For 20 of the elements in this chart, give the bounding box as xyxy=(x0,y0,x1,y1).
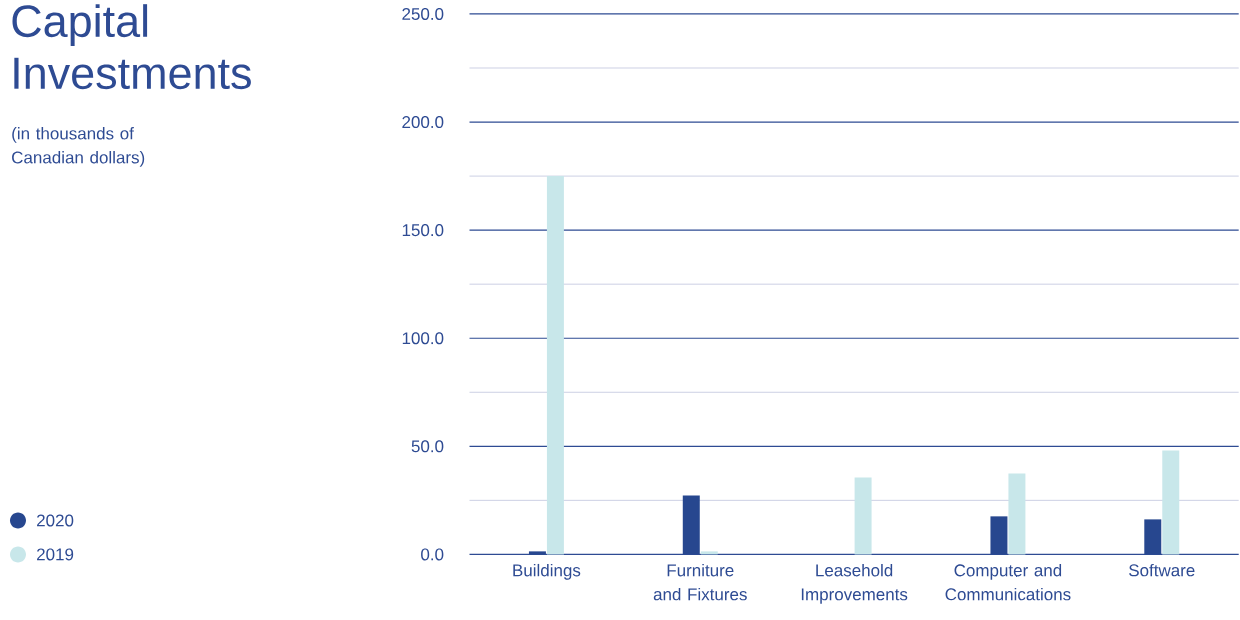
bar xyxy=(1008,473,1026,555)
x-tick-label: Buildings xyxy=(513,563,581,580)
chart-title: Capital Investments xyxy=(12,4,251,89)
y-tick-label: 150.0 xyxy=(402,223,444,236)
x-tick-label: Software xyxy=(1129,563,1195,577)
y-tick-label: 100.0 xyxy=(402,332,444,345)
bar xyxy=(700,551,718,555)
y-tick-label: 200.0 xyxy=(402,115,444,128)
legend-label: 2019 xyxy=(37,548,74,561)
x-tick-label: Furniture and Fixtures xyxy=(653,563,747,601)
text: (in thousands of Canadian dollars) xyxy=(12,126,145,167)
x-tick-label: Computer and Communications xyxy=(945,563,1071,601)
bar xyxy=(546,175,564,555)
y-tick-label: 0.0 xyxy=(421,548,444,561)
legend-label: 2020 xyxy=(37,514,74,527)
bar xyxy=(854,477,872,555)
bar xyxy=(1162,450,1180,555)
x-tick-label: Leasehold Improvements xyxy=(801,563,908,604)
y-tick-label: 50.0 xyxy=(411,440,444,453)
y-tick-label: 250.0 xyxy=(402,7,444,20)
